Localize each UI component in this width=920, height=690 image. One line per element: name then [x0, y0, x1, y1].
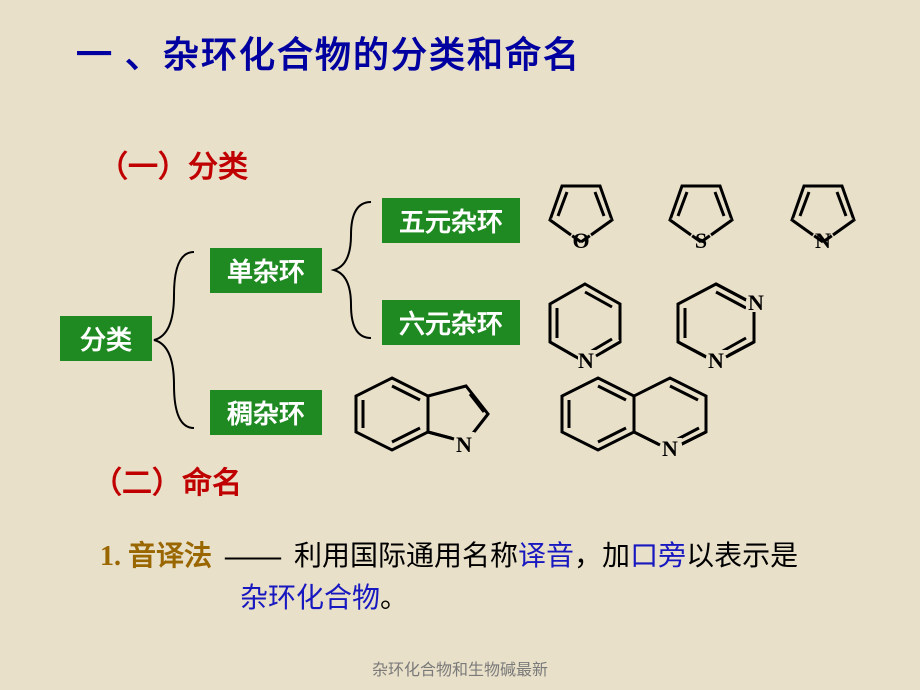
pyrrole-structure: N: [778, 180, 868, 256]
svg-text:N: N: [456, 432, 472, 457]
pyrimidine-structure: N N: [668, 278, 768, 368]
svg-text:S: S: [695, 228, 707, 253]
svg-text:N: N: [748, 290, 764, 315]
quinoline-structure: N: [554, 372, 724, 458]
svg-text:O: O: [572, 228, 589, 253]
item-1-line1: 1. 音译法 —— 利用国际通用名称译音，加口旁以表示是: [100, 534, 798, 574]
main-title: 一 、杂环化合物的分类和命名: [76, 26, 581, 78]
brace-left: [144, 250, 204, 430]
txt4: 。: [380, 583, 408, 614]
thiophene-structure: S: [656, 180, 746, 256]
svg-text:N: N: [662, 436, 678, 458]
svg-text:N: N: [815, 228, 831, 253]
hl1: 译音: [518, 541, 574, 572]
item-1-line2: 杂环化合物。: [240, 576, 408, 616]
item-name: 音译法: [128, 541, 219, 572]
txt2: ，加: [574, 541, 630, 572]
hl3: 杂环化合物: [240, 583, 380, 614]
section-1-heading: （一）分类: [98, 142, 248, 186]
indole-structure: N: [348, 372, 508, 458]
svg-text:N: N: [578, 348, 594, 368]
box-single-ring: 单杂环: [210, 248, 322, 293]
pyridine-structure: N N: [540, 278, 630, 368]
box-five-membered: 五元杂环: [382, 198, 520, 243]
item-dash: ——: [225, 541, 281, 572]
txt1: 利用国际通用名称: [294, 541, 518, 572]
txt3: 以表示是: [686, 541, 798, 572]
section-2-heading: （二）命名: [92, 458, 242, 502]
box-fused-ring: 稠杂环: [210, 390, 322, 435]
brace-mid: [326, 200, 381, 340]
svg-text:N: N: [708, 348, 724, 368]
box-six-membered: 六元杂环: [382, 300, 520, 345]
item-number: 1.: [100, 541, 121, 572]
box-classify: 分类: [60, 316, 152, 361]
furan-structure: O: [536, 180, 626, 256]
slide: 一 、杂环化合物的分类和命名 （一）分类 分类 单杂环 稠杂环 五元杂环 六元杂…: [0, 0, 920, 690]
footer-text: 杂环化合物和生物碱最新: [0, 656, 920, 680]
hl2: 口旁: [630, 541, 686, 572]
